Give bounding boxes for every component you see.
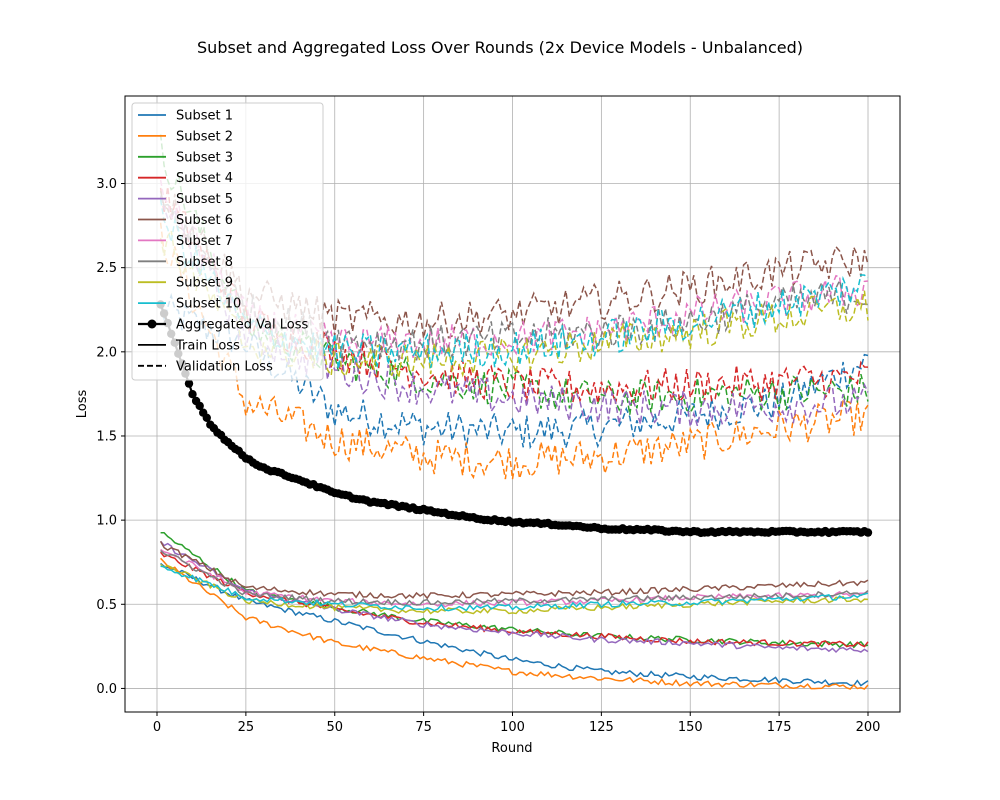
subset-2-train-line — [160, 557, 869, 690]
y-tick-label: 2.5 — [96, 261, 117, 276]
aggregated-val-point — [188, 390, 197, 399]
subset-6-train-line — [159, 541, 869, 600]
aggregated-val-series — [156, 300, 873, 538]
legend-label-subset-3: Subset 3 — [176, 150, 233, 165]
x-axis-label: Round — [491, 741, 532, 756]
legend-label-subset-5: Subset 5 — [176, 192, 233, 207]
x-tick-label: 100 — [500, 720, 525, 735]
legend-label-subset-2: Subset 2 — [176, 129, 233, 144]
legend-marker-aggregated-val-loss — [147, 319, 157, 329]
aggregated-val-point — [863, 528, 873, 537]
legend-label-subset-1: Subset 1 — [176, 109, 233, 124]
legend: Subset 1 Subset 2 Subset 3 Subset 4 Subset 5… — [131, 102, 324, 381]
y-tick-label: 0.5 — [96, 598, 117, 613]
legend-label-subset-9: Subset 9 — [176, 276, 233, 291]
y-axis-label: Loss — [75, 390, 90, 419]
subset-2-val-line — [159, 222, 869, 480]
x-tick-label: 75 — [415, 720, 432, 735]
axes: 0 25 50 75 100 125 150 175 200 0.0 0.5 1.0 1.5 2.0 2.5… — [96, 177, 880, 735]
legend-label-subset-10: Subset 10 — [176, 297, 241, 312]
y-tick-label: 0.0 — [96, 682, 117, 697]
y-tick-label: 1.0 — [96, 514, 117, 529]
x-tick-label: 175 — [767, 720, 792, 735]
subset-5-train-line — [160, 540, 869, 654]
y-tick-label: 3.0 — [96, 177, 117, 192]
chart-title: Subset and Aggregated Loss Over Rounds (… — [197, 38, 803, 57]
legend-label-subset-4: Subset 4 — [176, 171, 233, 186]
legend-label-subset-8: Subset 8 — [176, 255, 233, 270]
aggregated-val-point — [195, 401, 204, 411]
aggregated-val-point — [202, 413, 211, 422]
x-tick-label: 25 — [238, 720, 255, 735]
subset-8-train-line — [160, 550, 869, 606]
legend-box — [131, 102, 324, 381]
subset-1-train-line — [160, 562, 869, 687]
legend-label-subset-6: Subset 6 — [176, 213, 233, 228]
y-tick-label: 2.0 — [96, 345, 117, 360]
subset-10-train-line — [160, 565, 869, 612]
x-tick-label: 0 — [153, 720, 161, 735]
grid — [125, 96, 900, 712]
y-tick-label: 1.5 — [96, 429, 117, 444]
legend-label-aggregated-val-loss: Aggregated Val Loss — [176, 318, 308, 333]
x-tick-label: 150 — [678, 720, 703, 735]
x-tick-label: 125 — [589, 720, 614, 735]
x-tick-label: 50 — [326, 720, 343, 735]
x-tick-label: 200 — [856, 720, 881, 735]
legend-label-train-loss: Train Loss — [175, 338, 240, 353]
legend-label-validation-loss: Validation Loss — [176, 359, 273, 374]
legend-label-subset-7: Subset 7 — [176, 234, 233, 249]
subset-9-val-line — [159, 228, 869, 378]
aggregated-val-point — [184, 379, 194, 388]
subset-6-val-line — [159, 190, 869, 339]
